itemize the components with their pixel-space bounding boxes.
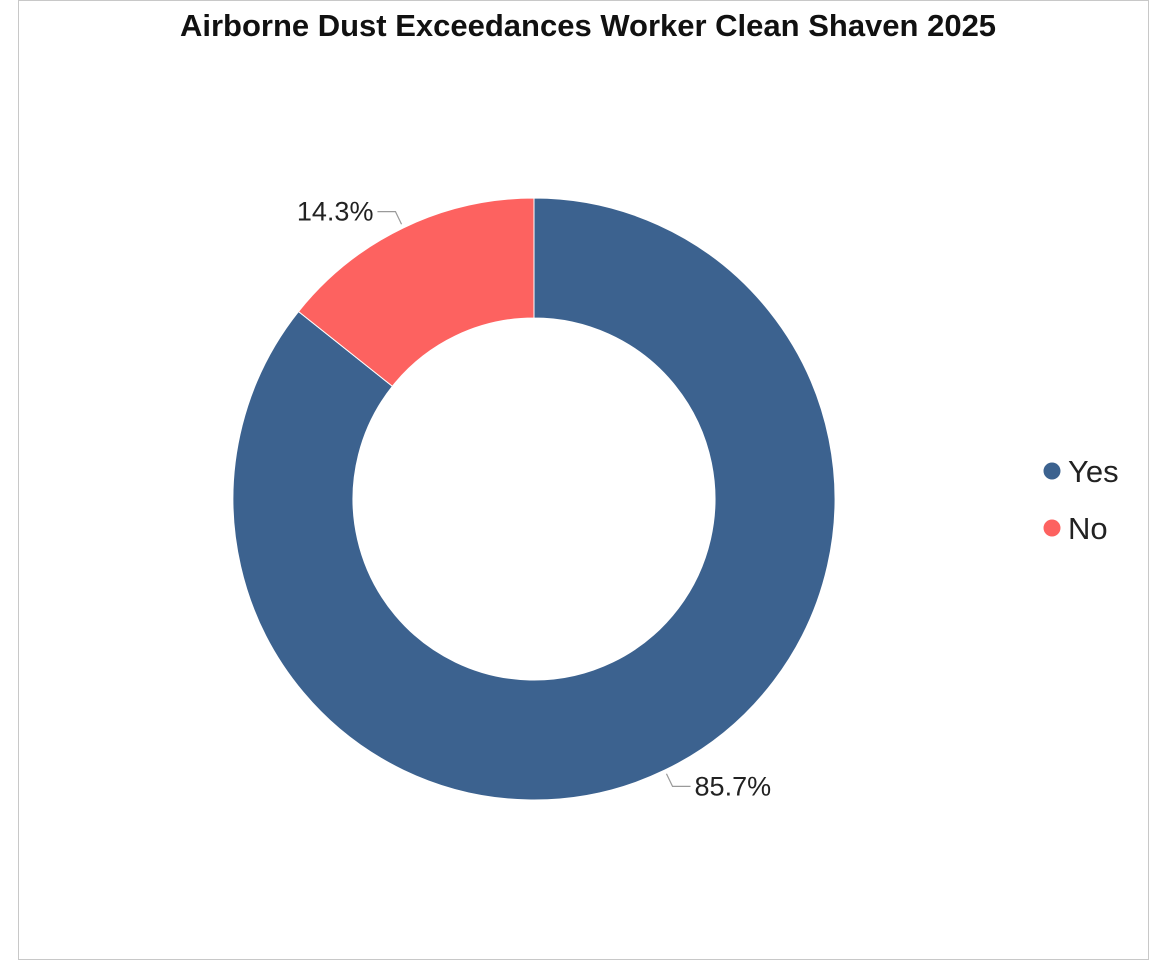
leader-line-no xyxy=(377,211,403,225)
leader-line-yes xyxy=(665,773,691,787)
legend-marker-no[interactable] xyxy=(1043,519,1061,537)
legend: Yes No xyxy=(1043,454,1119,546)
legend-label-no[interactable]: No xyxy=(1068,511,1108,546)
donut-slice-no[interactable] xyxy=(297,197,535,387)
legend-label-yes[interactable]: Yes xyxy=(1068,454,1119,489)
label-leaders xyxy=(377,211,691,787)
chart-frame xyxy=(18,0,1149,960)
slice-label-yes: 85.7% xyxy=(695,771,772,801)
donut-slice-yes[interactable] xyxy=(232,197,836,801)
donut-slices xyxy=(232,197,836,801)
chart-title: Airborne Dust Exceedances Worker Clean S… xyxy=(179,8,997,43)
slice-labels: 85.7% 14.3% xyxy=(297,197,771,802)
legend-marker-yes[interactable] xyxy=(1043,462,1061,480)
slice-label-no: 14.3% xyxy=(297,197,374,227)
